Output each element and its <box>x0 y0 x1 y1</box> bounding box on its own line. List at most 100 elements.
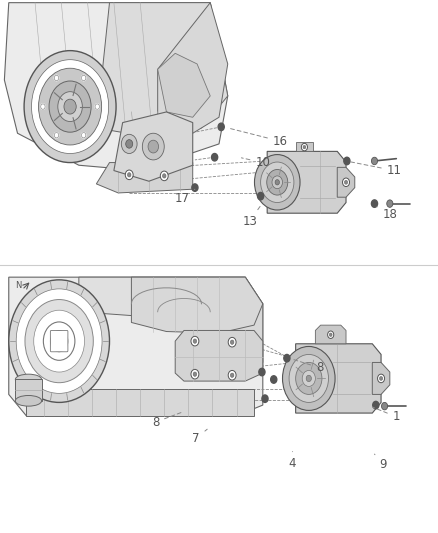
Polygon shape <box>0 0 438 256</box>
Circle shape <box>344 180 348 184</box>
Circle shape <box>95 104 99 109</box>
Polygon shape <box>175 330 263 381</box>
Circle shape <box>34 310 85 372</box>
Circle shape <box>212 154 218 161</box>
Circle shape <box>49 81 91 132</box>
Circle shape <box>58 92 82 122</box>
Circle shape <box>303 146 306 149</box>
Circle shape <box>328 331 334 338</box>
Circle shape <box>344 157 350 165</box>
Circle shape <box>126 140 133 148</box>
Polygon shape <box>79 277 263 317</box>
Circle shape <box>262 395 268 402</box>
Circle shape <box>142 133 164 160</box>
Circle shape <box>24 51 116 163</box>
Polygon shape <box>296 142 313 151</box>
FancyBboxPatch shape <box>15 379 42 401</box>
Polygon shape <box>337 167 355 197</box>
Circle shape <box>387 200 393 207</box>
Circle shape <box>373 401 379 409</box>
Circle shape <box>25 300 93 383</box>
Circle shape <box>81 75 86 80</box>
Circle shape <box>230 373 234 377</box>
Text: 11: 11 <box>349 161 402 177</box>
Text: 1: 1 <box>373 407 400 423</box>
Circle shape <box>371 157 378 165</box>
Text: 7: 7 <box>192 429 207 445</box>
Circle shape <box>148 140 159 153</box>
Text: 8: 8 <box>152 413 181 429</box>
Circle shape <box>81 133 86 138</box>
Text: 16: 16 <box>230 128 288 148</box>
Text: 8: 8 <box>292 359 323 374</box>
Circle shape <box>81 133 86 138</box>
Polygon shape <box>372 362 390 394</box>
Circle shape <box>162 174 166 178</box>
Circle shape <box>284 354 290 362</box>
Circle shape <box>379 376 383 381</box>
Circle shape <box>218 123 224 131</box>
Circle shape <box>258 192 264 200</box>
Circle shape <box>39 68 102 145</box>
Text: N: N <box>15 281 21 289</box>
Circle shape <box>54 133 59 138</box>
Text: 17: 17 <box>174 189 195 205</box>
Circle shape <box>306 375 311 382</box>
Circle shape <box>127 173 131 177</box>
Polygon shape <box>131 277 263 333</box>
Circle shape <box>192 184 198 191</box>
Circle shape <box>41 104 45 109</box>
Polygon shape <box>158 3 228 139</box>
Text: 13: 13 <box>242 205 261 228</box>
Circle shape <box>54 75 59 80</box>
Circle shape <box>230 340 234 344</box>
Polygon shape <box>315 325 346 344</box>
Text: 9: 9 <box>374 454 387 471</box>
Circle shape <box>296 362 322 394</box>
Polygon shape <box>158 53 210 117</box>
Circle shape <box>191 336 199 346</box>
Circle shape <box>41 104 45 109</box>
Polygon shape <box>267 151 346 213</box>
Circle shape <box>125 170 133 180</box>
Circle shape <box>259 368 265 376</box>
Circle shape <box>193 372 197 376</box>
Circle shape <box>121 134 137 154</box>
Text: 10: 10 <box>241 156 270 169</box>
Circle shape <box>43 322 75 360</box>
Circle shape <box>302 370 315 386</box>
Circle shape <box>16 289 102 393</box>
Circle shape <box>371 200 378 207</box>
Polygon shape <box>296 344 381 413</box>
Ellipse shape <box>15 374 42 385</box>
Circle shape <box>64 99 76 114</box>
Circle shape <box>193 339 197 343</box>
Circle shape <box>283 346 335 410</box>
Circle shape <box>54 75 59 80</box>
Circle shape <box>271 376 277 383</box>
Polygon shape <box>0 265 438 533</box>
Circle shape <box>228 370 236 380</box>
FancyBboxPatch shape <box>50 330 68 352</box>
Circle shape <box>228 337 236 347</box>
Polygon shape <box>228 304 263 373</box>
Circle shape <box>81 75 86 80</box>
Polygon shape <box>9 277 263 416</box>
Circle shape <box>54 133 59 138</box>
Polygon shape <box>114 112 193 181</box>
Circle shape <box>191 369 199 379</box>
Circle shape <box>50 330 68 352</box>
Circle shape <box>267 169 288 195</box>
Circle shape <box>254 155 300 210</box>
Circle shape <box>378 374 385 383</box>
Circle shape <box>261 162 294 203</box>
Circle shape <box>381 402 388 410</box>
Polygon shape <box>26 389 254 416</box>
Circle shape <box>343 178 350 187</box>
Circle shape <box>272 176 283 189</box>
Polygon shape <box>96 3 228 139</box>
Circle shape <box>9 280 110 402</box>
Text: 4: 4 <box>289 451 297 470</box>
Circle shape <box>95 104 99 109</box>
Polygon shape <box>4 3 228 171</box>
